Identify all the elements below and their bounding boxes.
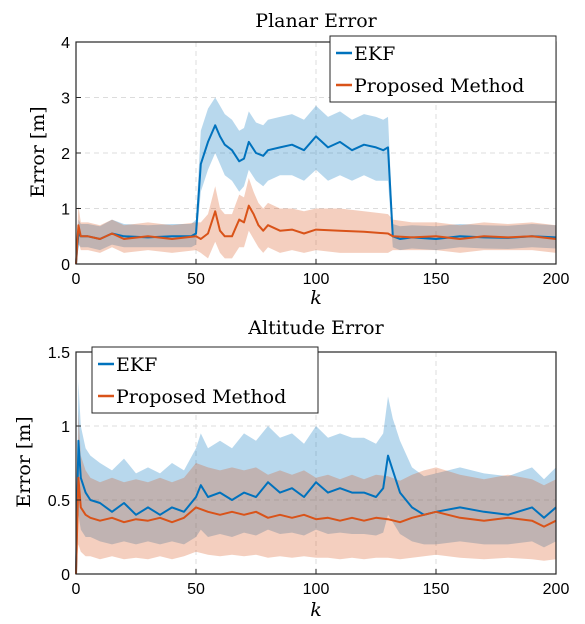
y-axis-label: Error [m] — [13, 416, 35, 507]
x-tick-label: 100 — [303, 581, 330, 598]
x-axis-label: k — [310, 287, 322, 309]
legend-label: EKF — [116, 354, 157, 376]
series-lines — [75, 439, 557, 575]
series-line-ekf — [75, 124, 557, 265]
series-line-proposed — [75, 476, 557, 575]
x-tick-label: 0 — [72, 271, 81, 288]
y-tick-label: 0 — [61, 257, 70, 274]
x-tick-label: 50 — [187, 271, 205, 288]
series-line-proposed — [75, 204, 557, 265]
x-axis-label: k — [310, 599, 322, 621]
y-tick-label: 0.5 — [48, 493, 70, 510]
legend-box — [329, 35, 557, 103]
y-tick-label: 0 — [61, 567, 70, 584]
legend: EKF Proposed Method — [329, 35, 557, 103]
x-tick-label: 0 — [72, 581, 81, 598]
legend-label: Proposed Method — [354, 75, 524, 97]
legend-label: EKF — [354, 43, 395, 65]
band-ekf — [76, 381, 556, 574]
x-tick-label: 50 — [187, 581, 205, 598]
y-tick-label: 1 — [61, 202, 70, 219]
x-tick-label: 200 — [543, 271, 570, 288]
chart-title: Altitude Error — [247, 317, 384, 339]
legend-label: Proposed Method — [116, 386, 286, 408]
x-tick-label: 100 — [303, 271, 330, 288]
series-lines — [75, 124, 557, 265]
chart-title: Planar Error — [255, 10, 377, 32]
x-tick-label: 200 — [543, 581, 570, 598]
band-proposed — [76, 178, 556, 264]
x-tick-label: 150 — [423, 581, 450, 598]
y-tick-label: 3 — [61, 91, 70, 108]
y-tick-label: 1 — [61, 419, 70, 436]
x-tick-label: 150 — [423, 271, 450, 288]
y-tick-label: 1.5 — [48, 345, 70, 362]
y-tick-label: 2 — [61, 146, 70, 163]
tick-labels: 0 50 100 150 200 0 0.5 1 1.5 — [48, 345, 570, 598]
chart-altitude-error: Altitude Error 0 50 100 150 200 0 0.5 1 1.5 Erro… — [13, 317, 569, 621]
y-axis-label: Error [m] — [27, 106, 49, 197]
tick-labels: 0 50 100 150 200 0 1 2 3 4 — [61, 35, 569, 288]
legend-box — [91, 346, 319, 414]
y-tick-label: 4 — [61, 35, 70, 52]
band-proposed — [76, 411, 556, 574]
uncertainty-bands — [76, 381, 556, 574]
chart-planar-error: Planar Error 0 50 100 150 200 0 1 2 3 4 Error [m]… — [27, 10, 569, 309]
legend: EKF Proposed Method — [91, 346, 319, 414]
